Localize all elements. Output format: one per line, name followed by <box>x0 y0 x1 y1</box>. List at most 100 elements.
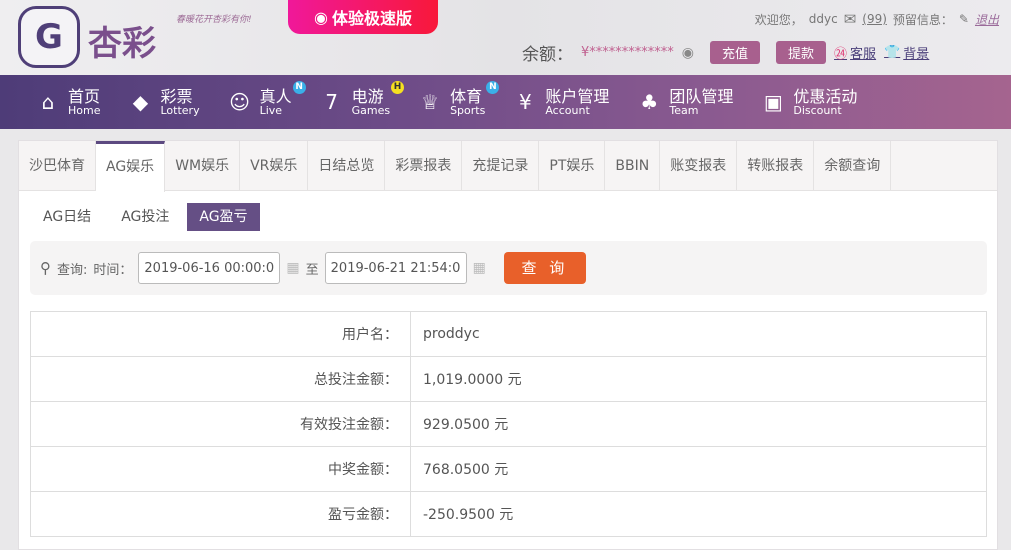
search-icon: ⚲ <box>40 259 51 277</box>
logout-link[interactable]: 退出 <box>974 12 999 27</box>
subtab[interactable]: AG投注 <box>121 209 170 225</box>
start-time-input[interactable] <box>138 252 281 284</box>
withdraw-button[interactable]: 提款 <box>776 41 827 64</box>
username: ddyc <box>808 12 838 26</box>
nav-item-home[interactable]: ⌂ 首页 Home <box>36 75 101 129</box>
nav-label: 电游 <box>351 86 384 106</box>
profit-loss-table: 用户名： proddyc 总投注金额： 1,019.0000 元有效投注金额： 929.… <box>30 311 987 537</box>
nav-sublabel: Account <box>545 103 590 117</box>
tab[interactable]: 充提记录 <box>462 141 540 190</box>
mail-icon[interactable]: ✉ <box>843 10 857 28</box>
table-row: 盈亏金额： -250.9500 元 <box>30 491 987 537</box>
row-label: 盈亏金额： <box>30 491 411 537</box>
row-value: 929.0500 元 <box>410 401 987 447</box>
table-row: 用户名： proddyc <box>30 311 987 357</box>
row-value: 768.0500 元 <box>410 446 987 492</box>
table-row: 中奖金额： 768.0500 元 <box>30 446 987 492</box>
tab[interactable]: 转账报表 <box>737 141 815 190</box>
background-link[interactable]: 👕 背景 <box>884 43 929 62</box>
slogan: 春暖花开杏彩有你! <box>176 15 252 25</box>
table-row: 总投注金额： 1,019.0000 元 <box>30 356 987 402</box>
nav-sublabel: Team <box>669 103 699 117</box>
content-panel: 沙巴体育 AG娱乐 WM娱乐 VR娱乐 日结总览 彩票报表 充提记录 PT娱乐 BBIN 账变报表… <box>18 140 998 550</box>
nav-sublabel: Sports <box>450 103 486 117</box>
row-label: 总投注金额： <box>30 356 411 402</box>
tab[interactable]: BBIN <box>605 141 661 190</box>
nav-sublabel: Home <box>68 103 101 117</box>
shirt-icon: 👕 <box>884 45 901 60</box>
edit-icon[interactable]: ✎ <box>958 12 969 26</box>
reserve-info-label: 预留信息： <box>892 12 953 27</box>
tab[interactable]: 余额查询 <box>814 141 892 190</box>
tab[interactable]: 日结总览 <box>308 141 386 190</box>
sub-tabs: AG日结 AG投注 AG盈亏 <box>31 203 260 231</box>
nav-label: 优惠活动 <box>793 86 858 106</box>
balance-masked: ************* <box>589 45 674 60</box>
nav-label: 团队管理 <box>669 86 734 106</box>
report-tabs: 沙巴体育 AG娱乐 WM娱乐 VR娱乐 日结总览 彩票报表 充提记录 PT娱乐 BBIN 账变报表… <box>19 141 997 192</box>
yen-coin-icon: ¥ <box>518 90 532 114</box>
home-icon: ⌂ <box>41 90 55 114</box>
user-bar: 欢迎您， ddyc ✉ (99) 预留信息： ✎ 退出 <box>755 10 999 28</box>
main-nav: ⌂ 首页 Home ◆ 彩票 Lottery ☺ 真人 Live N 7 电游 Games H ♕ 体育 Spo… <box>0 75 1011 129</box>
background-label: 背景 <box>903 47 930 62</box>
tab[interactable]: PT娱乐 <box>539 141 606 190</box>
row-label: 有效投注金额： <box>30 401 411 447</box>
speed-icon: ◉ <box>314 7 328 27</box>
badge-h: H <box>391 81 405 94</box>
nav-item-account[interactable]: ¥ 账户管理 Account <box>513 75 609 129</box>
fast-version-button[interactable]: ◉ 体验极速版 <box>288 0 438 34</box>
subtab[interactable]: AG日结 <box>43 209 92 225</box>
tab[interactable]: 沙巴体育 <box>19 141 96 190</box>
support-24-icon: ㉔ <box>834 47 848 62</box>
tab[interactable]: WM娱乐 <box>165 141 241 190</box>
nav-label: 首页 <box>68 86 101 106</box>
tab[interactable]: 账变报表 <box>660 141 738 190</box>
nav-item-team[interactable]: ♣ 团队管理 Team <box>637 75 733 129</box>
nav-item-discount[interactable]: ▣ 优惠活动 Discount <box>761 75 857 129</box>
nav-label: 账户管理 <box>545 86 610 106</box>
recharge-button[interactable]: 充值 <box>710 41 761 64</box>
query-label: 查询: <box>57 262 88 278</box>
nav-item-lottery[interactable]: ◆ 彩票 Lottery <box>128 75 200 129</box>
nav-sublabel: Lottery <box>160 103 200 117</box>
calendar-icon[interactable]: ▦ <box>286 260 300 276</box>
calendar-icon[interactable]: ▦ <box>472 260 486 276</box>
badge-n: N <box>486 81 500 94</box>
row-value: proddyc <box>410 311 987 357</box>
header: G 杏彩 春暖花开杏彩有你! ◉ 体验极速版 欢迎您， ddyc ✉ (99) 预… <box>0 0 1011 75</box>
team-icon: ♣ <box>640 90 659 114</box>
balance-label: 余额： <box>522 45 573 65</box>
nav-label: 体育 <box>450 86 483 106</box>
table-row: 有效投注金额： 929.0500 元 <box>30 401 987 447</box>
time-label: 时间： <box>93 262 133 278</box>
tab[interactable]: 彩票报表 <box>385 141 463 190</box>
row-label: 用户名： <box>30 311 411 357</box>
row-value: 1,019.0000 元 <box>410 356 987 402</box>
to-label: 至 <box>305 262 319 278</box>
fast-version-label: 体验极速版 <box>331 9 412 28</box>
tab[interactable]: AG娱乐 <box>96 141 166 192</box>
nav-item-games[interactable]: 7 电游 Games H <box>320 75 405 129</box>
nav-sublabel: Discount <box>793 103 842 117</box>
badge-n: N <box>292 81 306 94</box>
trophy-icon: ♕ <box>421 90 440 114</box>
woman-icon: ☺ <box>229 90 250 114</box>
nav-sublabel: Games <box>351 103 391 117</box>
row-label: 中奖金额： <box>30 446 411 492</box>
nav-label: 彩票 <box>160 86 193 106</box>
query-bar: ⚲ 查询: 时间： ▦ 至 ▦ 查 询 <box>30 241 987 295</box>
nav-label: 真人 <box>259 86 292 106</box>
nav-item-sports[interactable]: ♕ 体育 Sports N <box>418 75 500 129</box>
end-time-input[interactable] <box>324 252 467 284</box>
eye-icon[interactable]: ◉ <box>681 44 694 61</box>
subtab[interactable]: AG盈亏 <box>187 203 260 231</box>
ticket-icon: ◆ <box>132 90 149 114</box>
logo[interactable]: G <box>18 6 80 68</box>
query-button[interactable]: 查 询 <box>503 252 586 284</box>
tab[interactable]: VR娱乐 <box>240 141 309 190</box>
nav-item-live[interactable]: ☺ 真人 Live N <box>228 75 306 129</box>
mail-count[interactable]: (99) <box>862 12 887 26</box>
